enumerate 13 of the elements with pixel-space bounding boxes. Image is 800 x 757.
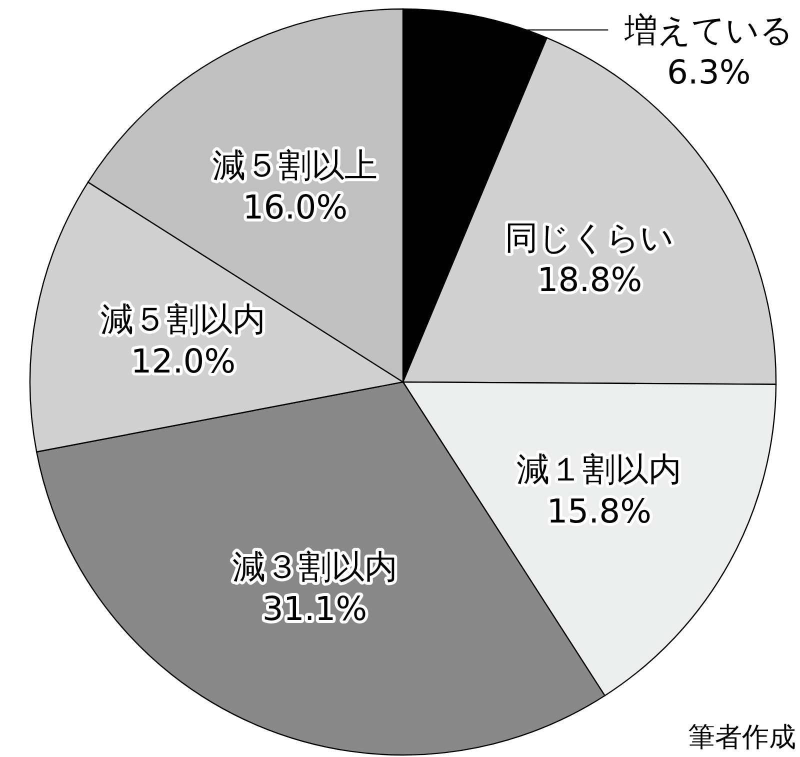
slice-label: 減５割以上 (212, 145, 378, 184)
data-label: 16.0% (242, 187, 348, 226)
slice-label: 増えている (623, 10, 794, 50)
slice-label: 減５割以内 (100, 300, 266, 339)
slice-label: 同じくらい (505, 218, 674, 258)
slice-label: 減３割以内 (232, 547, 398, 586)
data-label: 12.0% (130, 342, 236, 381)
data-label: 6.3% (666, 52, 751, 92)
slice-label: 減１割以内 (516, 449, 682, 488)
data-label: 18.8% (537, 260, 642, 300)
text: 筆者作成 (688, 722, 796, 753)
data-label: 31.1% (262, 589, 368, 628)
data-label: 15.8% (546, 491, 652, 530)
